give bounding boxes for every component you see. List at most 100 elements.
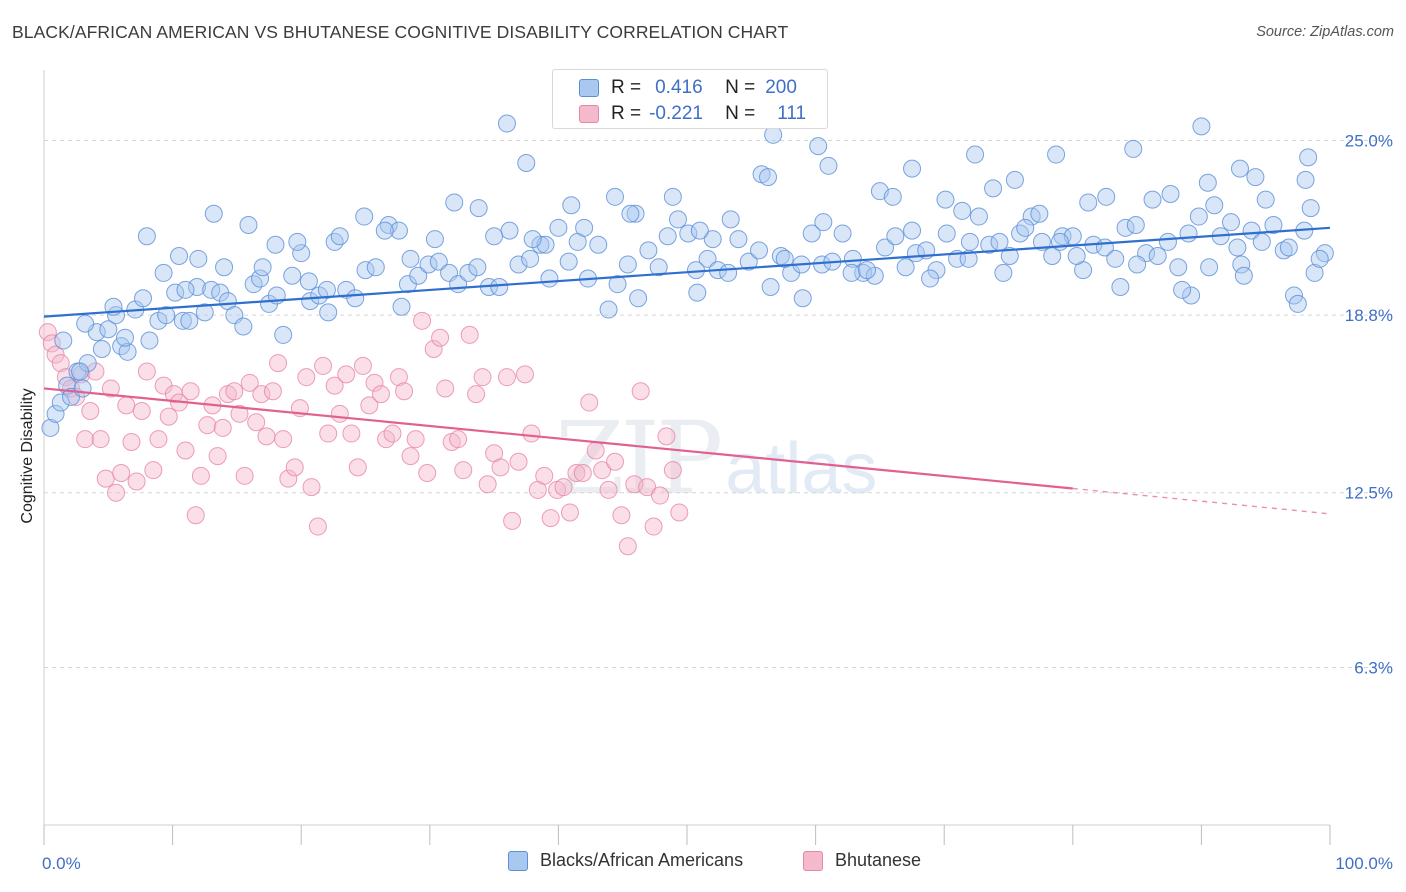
bhutanese-trend-line [43, 387, 1073, 490]
blacks-point [468, 258, 487, 277]
blacks-point [266, 235, 285, 254]
bhutanese-point [81, 402, 100, 420]
bhutanese-point [580, 393, 599, 412]
blacks-point [729, 230, 748, 249]
blacks-point [1067, 247, 1086, 265]
legend-r-value: 0.416 [655, 77, 703, 98]
blacks-point [1205, 196, 1224, 215]
axes [43, 70, 1331, 845]
blacks-point [1296, 170, 1315, 189]
blacks-point [392, 297, 411, 316]
bhutanese-point [319, 424, 338, 443]
bhutanese-point [247, 413, 266, 432]
bhutanese-point [395, 382, 414, 401]
legend-n-value: 200 [765, 77, 797, 98]
blacks-point [253, 258, 272, 277]
blacks-point [389, 221, 408, 240]
blacks-point [299, 272, 318, 291]
bhutanese-point [235, 466, 254, 485]
blacks-point [980, 235, 999, 254]
blacks-point [319, 303, 338, 322]
bhutanese-point [449, 430, 468, 449]
blacks-point [629, 289, 648, 308]
blacks-point [346, 289, 365, 308]
blacks-point [639, 241, 658, 260]
blacks-point [204, 204, 223, 223]
bhutanese-point [503, 511, 522, 530]
blacks-point [1097, 187, 1116, 206]
bhutanese-point [644, 517, 663, 536]
bhutanese-point [515, 365, 534, 384]
blacks-point [960, 232, 979, 251]
blacks-point [170, 247, 189, 265]
y-tick-label: 18.8% [1345, 306, 1393, 325]
blacks-point [1198, 173, 1217, 192]
blacks-point [562, 196, 581, 215]
bhutanese-point [431, 328, 450, 347]
blacks-point [445, 193, 464, 212]
blacks-point [1011, 224, 1030, 243]
blacks-point [189, 249, 208, 268]
blacks-point [1182, 286, 1201, 305]
blacks-point [469, 199, 488, 218]
blacks-point [688, 283, 707, 302]
blacks-point [176, 280, 195, 299]
series-label-blacks: Blacks/African Americans [540, 850, 744, 870]
blacks-point [599, 300, 618, 319]
correlation-legend: R = 0.416 N = 200 R = -0.221 N = 111 [552, 69, 828, 129]
bhutanese-point [454, 461, 473, 480]
blacks-point [1161, 185, 1180, 203]
bhutanese-point [213, 418, 232, 437]
blacks-point [288, 232, 307, 251]
x-tick-label: 100.0% [1335, 854, 1393, 873]
series-label-bhutanese: Bhutanese [835, 850, 922, 870]
legend-n-label: N = [725, 103, 756, 124]
blacks-point [355, 207, 374, 226]
bhutanese-point [112, 464, 131, 482]
blacks-trend-line [43, 226, 1331, 318]
blacks-point [739, 252, 758, 271]
bhutanese-point [279, 469, 298, 488]
blacks-point [761, 278, 780, 296]
blacks-point [679, 224, 698, 243]
bhutanese-point [348, 458, 367, 477]
blacks-point [690, 221, 709, 240]
bhutanese-point [670, 503, 689, 522]
blacks-point [559, 252, 578, 271]
blacks-point [549, 218, 568, 237]
blacks-point [500, 221, 519, 240]
legend-n-value: 111 [777, 103, 807, 124]
bhutanese-point [535, 466, 554, 485]
bhutanese-point [509, 452, 528, 471]
bhutanese-point [467, 385, 486, 404]
bhutanese-point [638, 478, 657, 497]
bhutanese-point [436, 379, 455, 398]
bhutanese-point [117, 396, 136, 415]
bhutanese-point [132, 402, 151, 420]
series-swatch-pink [803, 850, 823, 871]
blacks-point [166, 283, 185, 302]
blacks-point [994, 263, 1013, 282]
blacks-point [608, 275, 627, 294]
blacks-point [99, 320, 118, 339]
bhutanese-point [567, 464, 586, 482]
bhutanese-point [541, 509, 560, 528]
bhutanese-point [460, 325, 479, 344]
blacks-point [1016, 218, 1035, 237]
blacks-point [833, 224, 852, 243]
series-swatch-blue [508, 850, 528, 871]
bhutanese-point [353, 356, 372, 375]
blacks-point [719, 263, 738, 282]
blacks-point [517, 154, 536, 172]
bhutanese-point [560, 503, 579, 522]
bhutanese-point [269, 354, 288, 373]
blacks-point [1252, 232, 1271, 251]
blacks-point [425, 230, 444, 249]
blacks-point [883, 187, 902, 206]
bhutanese-point [91, 430, 110, 449]
blacks-point [1256, 190, 1275, 209]
bhutanese-point [38, 323, 57, 342]
blacks-point [896, 258, 915, 277]
blacks-point [1116, 218, 1135, 237]
blacks-point [1234, 266, 1253, 285]
